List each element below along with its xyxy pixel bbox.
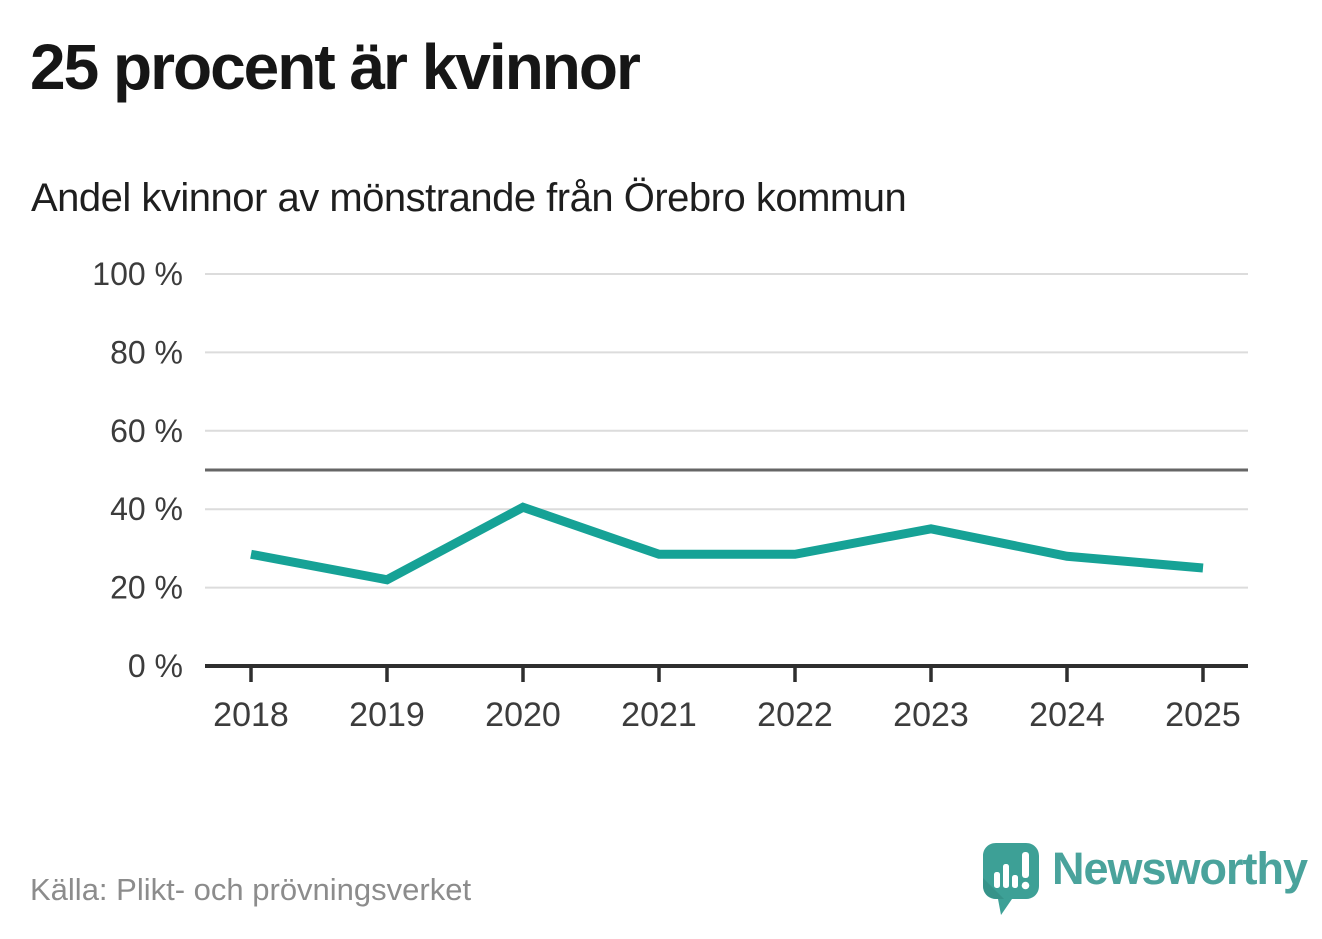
source-note: Källa: Plikt- och prövningsverket	[30, 872, 472, 907]
x-axis-label-2022: 2022	[757, 696, 833, 734]
chart-title: 25 procent är kvinnor	[30, 31, 641, 103]
y-axis-label-40: 40 %	[110, 491, 183, 527]
newsworthy-wordmark: Newsworthy	[1052, 843, 1308, 894]
chart-subtitle: Andel kvinnor av mönstrande från Örebro …	[31, 176, 907, 220]
x-axis-label-2019: 2019	[349, 696, 425, 734]
x-axis-label-2018: 2018	[213, 696, 289, 734]
y-axis-label-100: 100 %	[92, 256, 183, 292]
x-axis-label-2023: 2023	[893, 696, 969, 734]
x-axis-label-2024: 2024	[1029, 696, 1105, 734]
y-axis-label-80: 80 %	[110, 334, 183, 370]
data-line-andel-kvinnor-av-m-nstrande	[250, 502, 1204, 585]
y-axis-label-60: 60 %	[110, 413, 183, 449]
x-axis-label-2020: 2020	[485, 696, 561, 734]
x-axis-label-2025: 2025	[1165, 696, 1241, 734]
newsworthy-logo-icon	[983, 843, 1039, 915]
y-axis-label-0: 0 %	[128, 648, 183, 684]
y-axis-label-20: 20 %	[110, 570, 183, 606]
newsworthy-logo: Newsworthy	[982, 842, 1308, 918]
x-axis-label-2021: 2021	[621, 696, 697, 734]
